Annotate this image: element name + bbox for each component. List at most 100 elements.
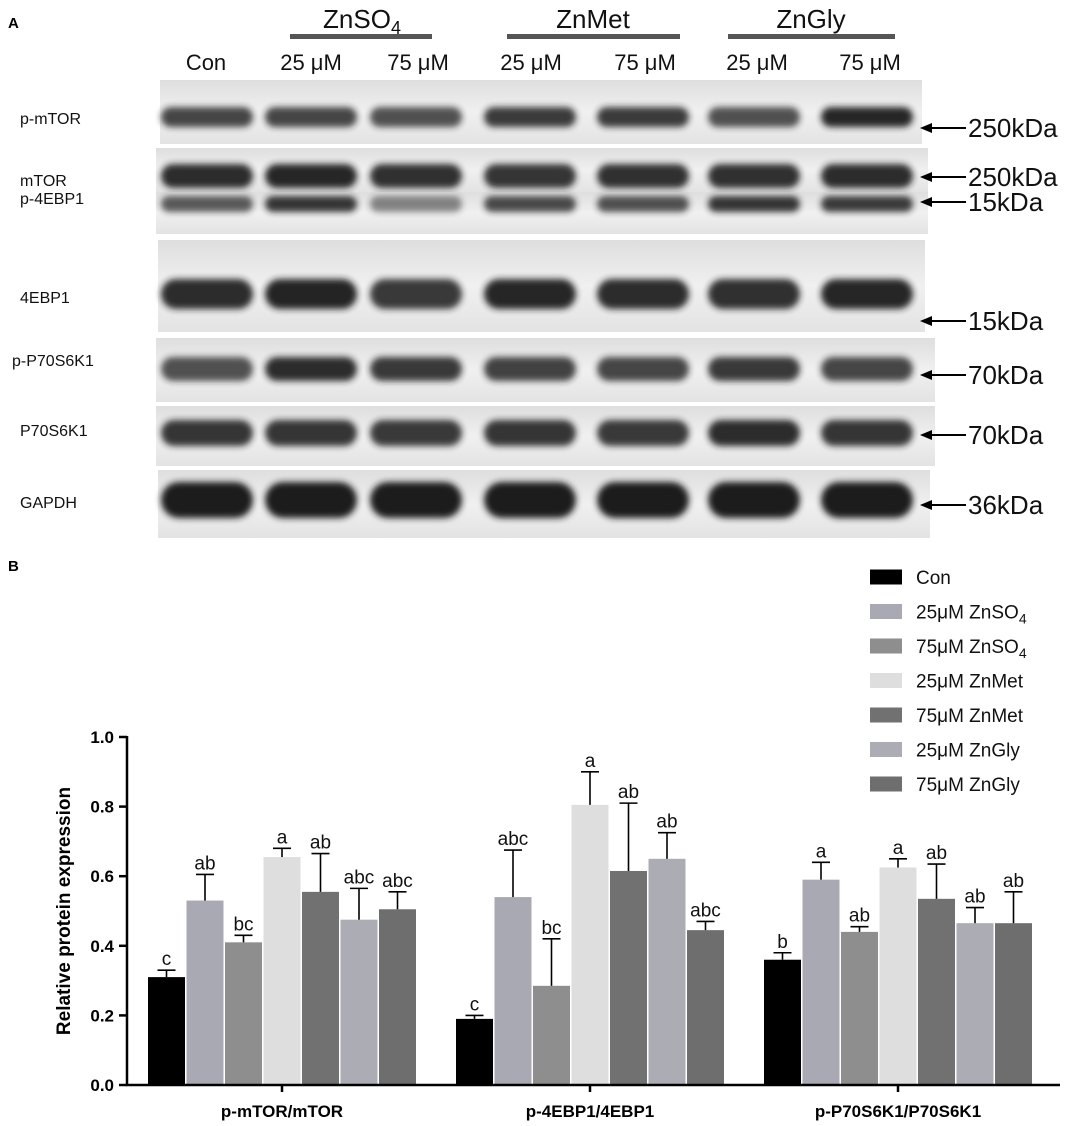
significance-letter: ab <box>926 843 947 864</box>
blot-band <box>708 420 800 446</box>
blot-band <box>370 164 462 188</box>
panel-b: B Con 25μM ZnSO4 75μM ZnSO4 25μM ZnMet 7… <box>8 558 1060 1121</box>
bar <box>340 919 378 1085</box>
bar <box>802 879 840 1085</box>
western-blot <box>156 80 935 538</box>
bar <box>494 897 532 1085</box>
bar <box>225 942 262 1085</box>
legend-item-25um-znso4: 25μM ZnSO4 <box>870 603 1027 627</box>
blot-band <box>161 164 253 188</box>
significance-letter: c <box>470 994 480 1015</box>
legend-swatch <box>870 673 902 688</box>
legend-swatch <box>870 638 902 654</box>
legend-swatch <box>870 707 902 723</box>
legend-item-25um-znmet: 25μM ZnMet <box>870 672 1024 693</box>
blot-band <box>708 164 800 188</box>
molecular-weight-label: 15kDa <box>968 306 1044 336</box>
legend-swatch <box>870 776 902 792</box>
lane-label: Con <box>186 50 226 75</box>
group-title: ZnGly <box>776 4 845 34</box>
size-marker-arrow-head <box>920 172 932 182</box>
blot-band <box>484 107 576 127</box>
significance-letter: ab <box>310 833 331 854</box>
legend-text: 75μM ZnSO4 <box>916 637 1027 661</box>
blot-band <box>821 164 913 188</box>
protein-label: mTOR <box>20 173 67 190</box>
blot-band <box>708 482 800 518</box>
blot-band <box>708 107 800 127</box>
molecular-weight-label: 250kDa <box>968 113 1058 143</box>
group-bracket-line <box>507 34 680 39</box>
legend-text: 25μM ZnGly <box>916 741 1020 762</box>
legend-text: 75μM ZnMet <box>916 706 1024 727</box>
lane-labels: Con 25 μM 75 μM 25 μM 75 μM 25 μM 75 μM <box>186 50 901 75</box>
group-name: ZnGly <box>776 4 845 34</box>
legend-swatch <box>870 604 902 619</box>
blot-band <box>484 482 576 518</box>
blot-band <box>597 164 689 188</box>
group-header-znmet: ZnMet <box>507 4 680 39</box>
protein-label: p-mTOR <box>20 111 81 128</box>
significance-letter: abc <box>344 867 375 888</box>
y-tick-label: 0.2 <box>90 1006 114 1025</box>
significance-letter: a <box>816 841 827 862</box>
group-header-zngly: ZnGly <box>728 4 895 39</box>
group-name: ZnSO <box>323 4 391 34</box>
group-name: ZnMet <box>556 4 630 34</box>
bar <box>648 858 686 1085</box>
significance-letter: a <box>893 838 904 859</box>
bar <box>571 804 609 1085</box>
legend-item-75um-znmet: 75μM ZnMet <box>870 706 1024 727</box>
blot-band <box>161 482 253 518</box>
blot-band <box>708 357 800 381</box>
significance-letter: ab <box>618 782 639 803</box>
legend-item-75um-znso4: 75μM ZnSO4 <box>870 637 1027 661</box>
significance-letter: abc <box>690 900 721 921</box>
bar <box>764 959 801 1085</box>
protein-label: p-P70S6K1 <box>12 353 94 370</box>
blot-band <box>265 279 357 309</box>
legend-label: 75μM ZnGly <box>916 775 1020 796</box>
size-marker-arrow-head <box>920 197 932 207</box>
bar <box>687 930 724 1085</box>
legend-swatch <box>870 742 902 757</box>
blot-band <box>265 164 357 188</box>
legend-label-subscript: 4 <box>1019 645 1027 661</box>
blot-band <box>708 279 800 309</box>
significance-letter: ab <box>849 906 870 927</box>
significance-letter: a <box>585 751 596 772</box>
bar <box>533 985 570 1085</box>
significance-letter: bc <box>233 914 253 935</box>
molecular-weight-label: 15kDa <box>968 187 1044 217</box>
lane-label: 25 μM <box>280 50 342 75</box>
group-title: ZnMet <box>556 4 630 34</box>
blot-band <box>708 196 800 212</box>
blot-band <box>370 279 462 309</box>
molecular-weight-label: 36kDa <box>968 490 1044 520</box>
protein-label: p-4EBP1 <box>20 191 84 208</box>
bar <box>610 870 647 1085</box>
blot-band <box>265 107 357 127</box>
blot-band <box>265 196 357 212</box>
legend-label: 75μM ZnSO <box>916 637 1019 658</box>
blot-band <box>821 357 913 381</box>
bar <box>302 891 339 1085</box>
blot-band <box>370 107 462 127</box>
x-category-label: p-4EBP1/4EBP1 <box>526 1102 655 1121</box>
blot-band <box>597 420 689 446</box>
blot-band <box>161 357 253 381</box>
blot-band <box>597 107 689 127</box>
lane-label: 25 μM <box>500 50 562 75</box>
size-marker-arrow-head <box>920 316 932 326</box>
significance-letter: ab <box>656 812 677 833</box>
lane-label: 75 μM <box>839 50 901 75</box>
blot-band <box>265 357 357 381</box>
significance-letter: a <box>277 827 288 848</box>
significance-letter: bc <box>541 918 561 939</box>
blot-band <box>821 107 913 127</box>
blot-band <box>821 420 913 446</box>
blot-band <box>370 196 462 212</box>
significance-letter: b <box>777 932 788 953</box>
legend-swatch <box>870 569 902 585</box>
